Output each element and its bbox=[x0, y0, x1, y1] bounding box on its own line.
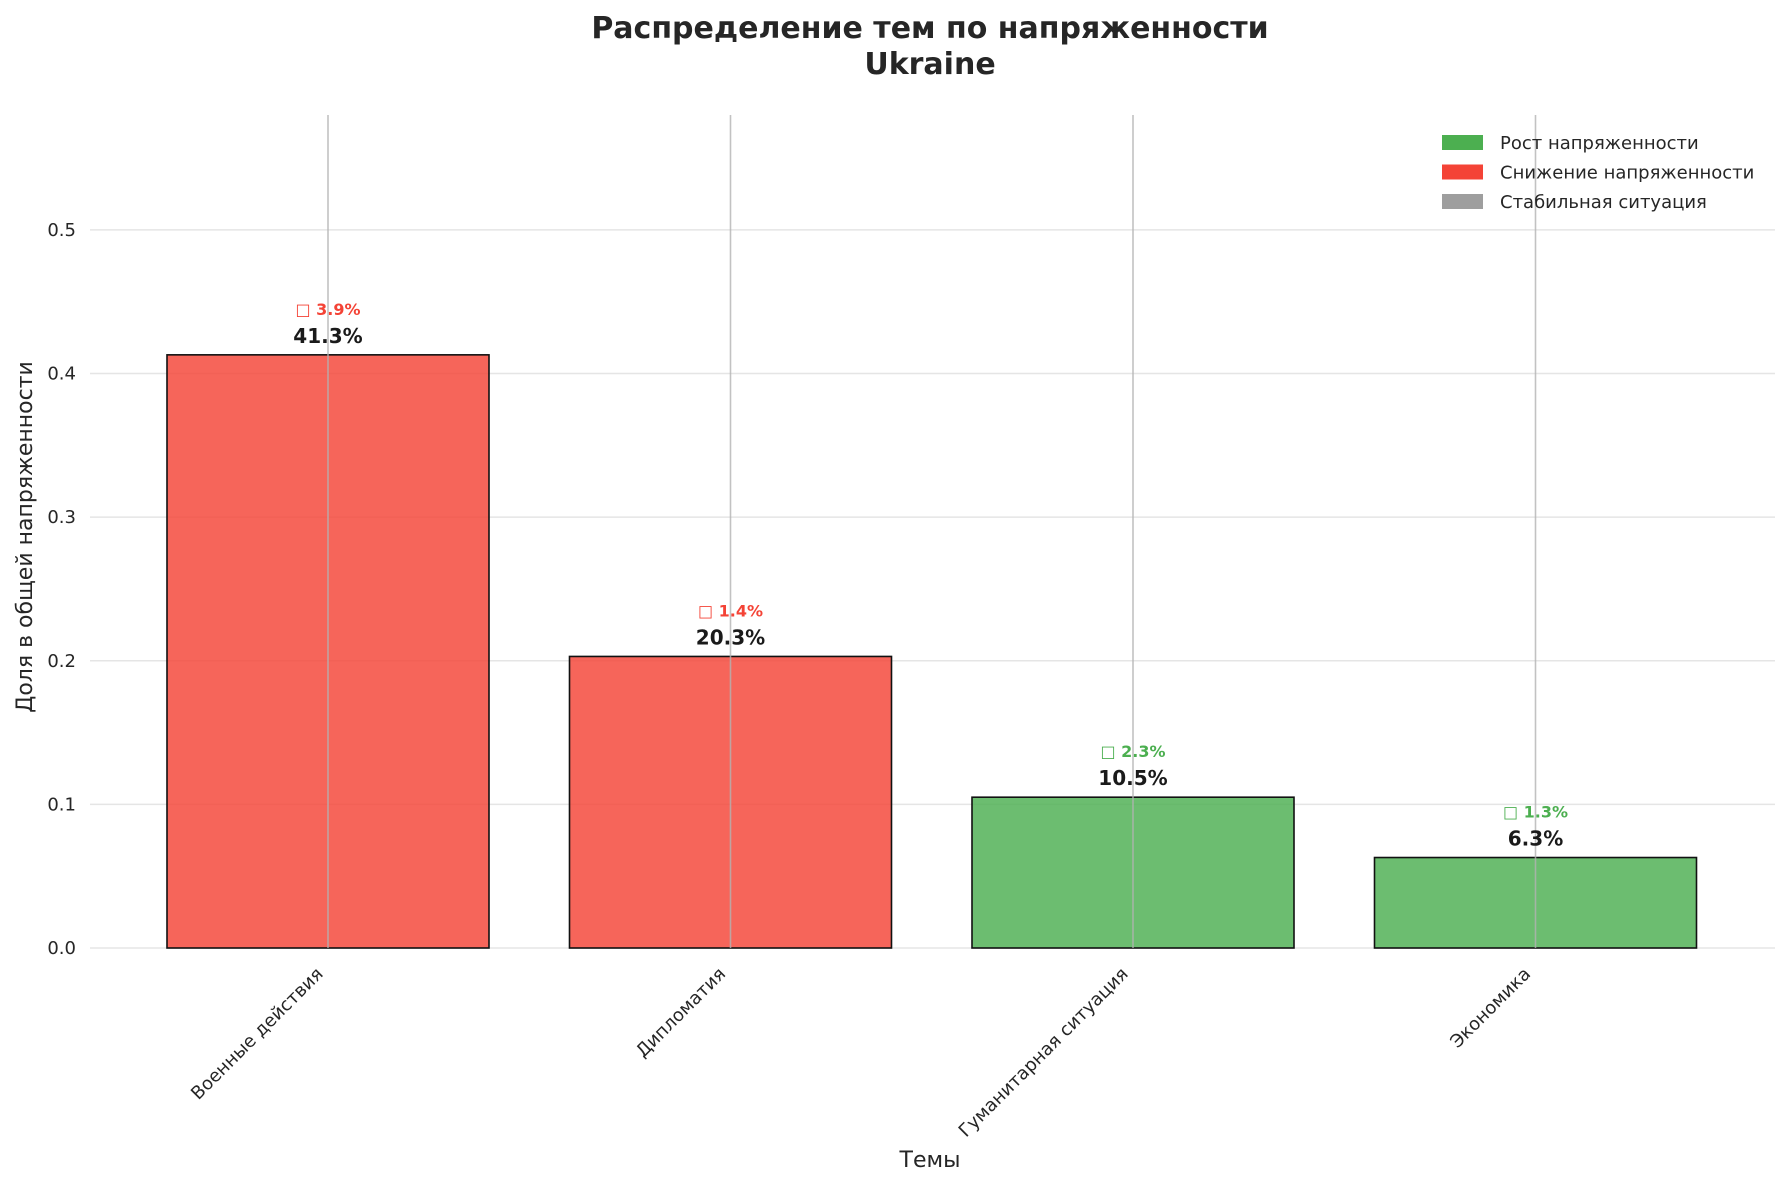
legend-swatch bbox=[1442, 135, 1483, 150]
chart-title: Распределение тем по напряженности bbox=[591, 11, 1268, 46]
x-tick-label: Гуманитарная ситуация bbox=[955, 964, 1133, 1142]
x-tick-label: Военные действия bbox=[187, 964, 328, 1105]
legend-swatch bbox=[1442, 164, 1483, 180]
change-label: □ 1.4% bbox=[698, 601, 763, 620]
change-label: □ 2.3% bbox=[1100, 742, 1165, 761]
value-label: 6.3% bbox=[1508, 827, 1563, 851]
legend: Рост напряженности Снижение напряженности… bbox=[1442, 133, 1754, 213]
value-label: 20.3% bbox=[696, 625, 765, 649]
y-tick-label: 0.5 bbox=[47, 220, 76, 241]
x-tick-label: Экономика bbox=[1446, 964, 1535, 1053]
chart-subtitle: Ukraine bbox=[864, 47, 995, 82]
y-tick-label: 0.2 bbox=[47, 651, 76, 672]
value-label: 41.3% bbox=[293, 324, 362, 348]
y-tick-label: 0.3 bbox=[47, 507, 76, 528]
bars bbox=[166, 354, 1698, 949]
change-label: □ 3.9% bbox=[295, 300, 360, 319]
y-axis-label: Доля в общей напряженности bbox=[13, 361, 38, 713]
data-labels: 41.3% □ 3.9% 20.3% □ 1.4% 10.5% □ 2.3% 6.3% □ 1… bbox=[293, 300, 1568, 851]
legend-swatch bbox=[1442, 194, 1483, 209]
vertical-gridlines bbox=[327, 115, 1537, 948]
x-axis-ticks: Военные действия Дипломатия Гуманитарная с… bbox=[187, 964, 1535, 1142]
y-axis-ticks: 0.0 0.1 0.2 0.3 0.4 0.5 bbox=[47, 220, 76, 959]
x-axis-label: Темы bbox=[899, 1148, 961, 1173]
x-tick-label: Дипломатия bbox=[632, 964, 730, 1062]
value-label: 10.5% bbox=[1098, 766, 1167, 790]
legend-label: Рост напряженности bbox=[1500, 133, 1699, 154]
y-tick-label: 0.4 bbox=[47, 364, 76, 385]
y-tick-label: 0.0 bbox=[47, 938, 76, 959]
y-tick-label: 0.1 bbox=[47, 794, 76, 815]
legend-label: Стабильная ситуация bbox=[1500, 192, 1707, 213]
legend-label: Снижение напряженности bbox=[1500, 163, 1754, 184]
change-label: □ 1.3% bbox=[1503, 803, 1568, 822]
